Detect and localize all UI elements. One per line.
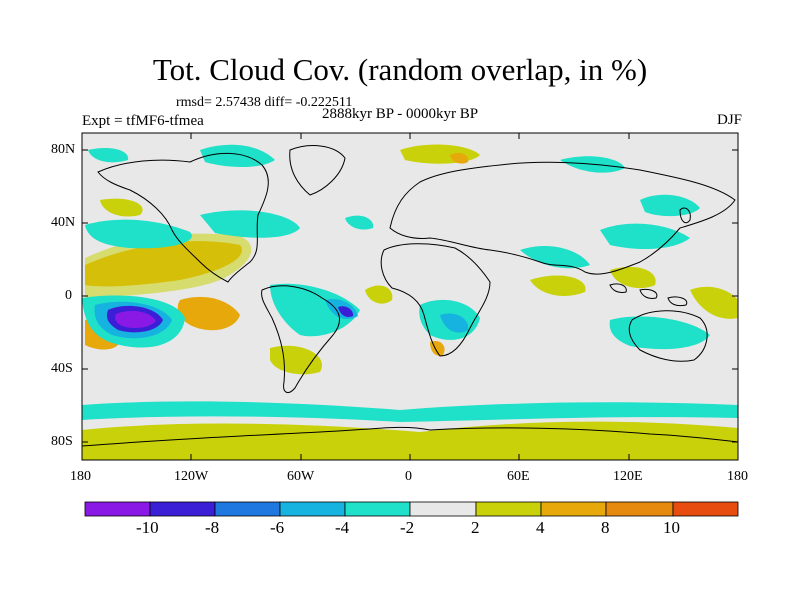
x-tick-label: 60E xyxy=(507,469,530,484)
anomaly-patch xyxy=(200,144,275,167)
x-tick-label: 120E xyxy=(613,469,643,484)
anomaly-patch xyxy=(82,421,738,460)
colorbar-box xyxy=(149,501,216,517)
y-tick-label: 40N xyxy=(51,215,76,230)
colorbar-box xyxy=(672,501,739,517)
colorbar-box xyxy=(344,501,411,517)
coastline-islands xyxy=(609,283,688,307)
y-tick-label: 80N xyxy=(51,142,76,157)
anomaly-patch xyxy=(85,233,252,298)
colorbar-label: 4 xyxy=(536,518,545,537)
colorbar-label: 8 xyxy=(601,518,610,537)
coastline-antarctica xyxy=(81,426,739,447)
x-tick-label: 60W xyxy=(287,469,315,484)
anomaly-patch xyxy=(520,245,590,269)
x-tick-label: 120W xyxy=(174,469,209,484)
colorbar-box xyxy=(605,501,674,517)
colorbar-box xyxy=(279,501,346,517)
coastline-japan xyxy=(679,207,691,224)
coastline-south-america xyxy=(261,285,341,394)
stats-line: rmsd= 2.57438 diff= -0.222511 xyxy=(176,95,353,110)
anomaly-patch xyxy=(270,283,360,337)
anomaly-patch xyxy=(338,306,354,317)
anomaly-patch xyxy=(115,310,156,329)
coastline-africa xyxy=(380,243,491,357)
anomaly-patch xyxy=(609,316,710,350)
map-title: Tot. Cloud Cov. (random overlap, in %) xyxy=(152,52,648,87)
anomaly-patch xyxy=(365,285,393,304)
map-panel xyxy=(81,132,739,461)
y-tick-label: 0 xyxy=(65,288,72,303)
coastline-north-america xyxy=(97,152,269,283)
x-tick-label: 180 xyxy=(727,469,748,484)
experiment-label: Expt = tfMF6-tfmea xyxy=(82,113,204,129)
colorbar-label: -4 xyxy=(335,518,350,537)
coastline-australia xyxy=(628,310,708,362)
y-tick-label: 40S xyxy=(51,361,73,376)
coastline-greenland xyxy=(289,145,346,196)
anomaly-patch xyxy=(640,194,700,217)
anomaly-patch xyxy=(610,266,656,289)
colorbar-label: 10 xyxy=(663,518,680,537)
coastlines xyxy=(81,145,739,447)
anomaly-patch xyxy=(530,275,586,296)
anomaly-patch xyxy=(88,148,129,163)
y-axis-ticks xyxy=(82,149,738,443)
coastline-eurasia xyxy=(389,161,736,275)
anomaly-patch xyxy=(690,286,738,319)
anomaly-patch xyxy=(200,210,300,238)
colorbar-label: -8 xyxy=(205,518,220,537)
anomaly-patch xyxy=(345,215,374,230)
colorbar-label: -2 xyxy=(400,518,415,537)
x-tick-label: 180 xyxy=(70,469,91,484)
colorbar-box xyxy=(409,501,477,517)
colorbar-box xyxy=(540,501,607,517)
colorbar-box xyxy=(214,501,281,517)
x-axis-ticks xyxy=(81,133,739,460)
colorbar-label: -6 xyxy=(270,518,285,537)
colorbar-box xyxy=(84,501,151,517)
anomaly-patch xyxy=(440,313,469,333)
season-label: DJF xyxy=(716,112,742,128)
colorbar-label: -10 xyxy=(136,518,159,537)
anomaly-field xyxy=(82,144,738,460)
anomaly-patch xyxy=(450,152,469,164)
anomaly-patch xyxy=(600,223,690,250)
anomaly-patch xyxy=(100,198,143,217)
x-tick-label: 0 xyxy=(405,469,412,484)
anomaly-patch xyxy=(82,401,738,422)
colorbar xyxy=(84,501,739,517)
anomaly-patch xyxy=(85,219,192,249)
anomaly-patch xyxy=(177,296,240,331)
colorbar-label: 2 xyxy=(471,518,480,537)
colorbar-box xyxy=(475,501,542,517)
y-tick-label: 80S xyxy=(51,434,73,449)
period-label: 2888kyr BP - 0000kyr BP xyxy=(322,106,479,122)
